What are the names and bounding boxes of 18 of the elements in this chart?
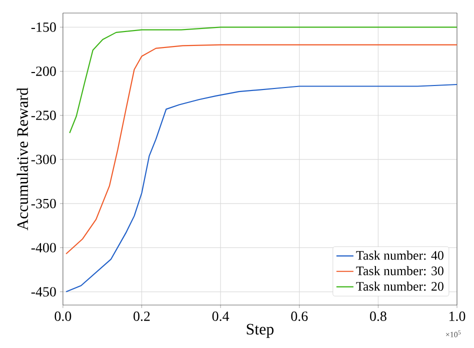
y-tick-label: -450 bbox=[31, 287, 56, 296]
legend-label: Task number: 30 bbox=[356, 266, 444, 276]
x-tick-label: 1.0 bbox=[449, 311, 466, 321]
y-axis-title: Accumulative Reward bbox=[16, 88, 28, 230]
legend-label: Task number: 20 bbox=[356, 282, 444, 291]
x-tick-label: 0.0 bbox=[54, 311, 72, 321]
y-tick-label: -200 bbox=[31, 66, 56, 76]
y-tick-label: -400 bbox=[31, 242, 56, 252]
y-tick-label: -300 bbox=[31, 154, 56, 164]
y-tick-label: -350 bbox=[31, 198, 56, 208]
x-tick-label: 0.6 bbox=[291, 311, 308, 321]
y-tick-label: -150 bbox=[31, 22, 56, 32]
x-tick-label: 0.8 bbox=[370, 311, 386, 321]
y-tick-label: -250 bbox=[31, 110, 56, 120]
x-tick-label: 0.2 bbox=[134, 311, 150, 321]
x-tick-label: 0.4 bbox=[212, 311, 230, 321]
x-axis-title: Step bbox=[246, 324, 274, 338]
legend-label: Task number: 40 bbox=[356, 250, 444, 260]
